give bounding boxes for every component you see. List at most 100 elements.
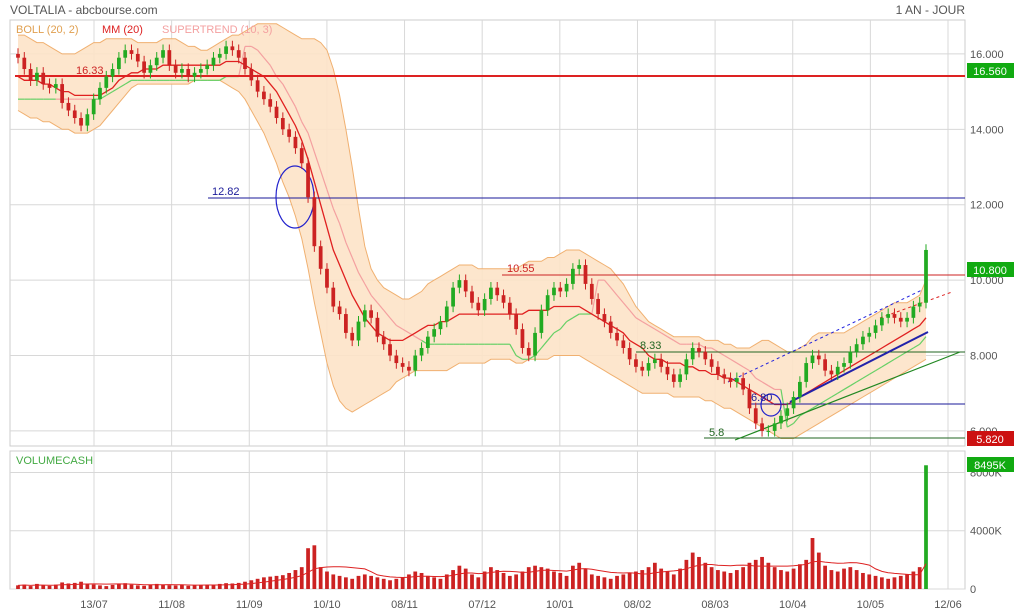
badge-volume: 8495K xyxy=(967,457,1014,472)
candle-body xyxy=(583,265,588,284)
volume-bar xyxy=(646,567,651,589)
candle-body xyxy=(299,148,304,164)
x-tick-label: 10/01 xyxy=(546,599,574,611)
volume-bar xyxy=(602,577,607,589)
supertrend-segment xyxy=(824,396,832,402)
supertrend-segment xyxy=(856,377,864,383)
volume-bar xyxy=(47,585,52,589)
candle-body xyxy=(734,378,739,382)
volume-tick-label: 0 xyxy=(970,584,976,596)
candle-body xyxy=(684,359,689,375)
candle-body xyxy=(539,310,544,333)
chart-title: VOLTALIA - abcbourse.com xyxy=(10,3,158,17)
supertrend-segment xyxy=(345,242,353,258)
supertrend-segment xyxy=(591,280,599,315)
candle-body xyxy=(400,363,405,367)
candle-body xyxy=(79,118,83,126)
candle-body xyxy=(381,336,386,345)
x-tick-label: 10/10 xyxy=(313,599,341,611)
candle-body xyxy=(810,355,815,364)
supertrend-segment xyxy=(622,302,631,311)
volume-bar xyxy=(823,565,827,589)
volume-bar xyxy=(123,583,128,589)
volume-bar xyxy=(772,567,777,589)
candle-body xyxy=(129,50,134,54)
volume-bar xyxy=(678,568,682,589)
supertrend-segment xyxy=(357,272,366,285)
candle-body xyxy=(526,347,531,356)
candle-body xyxy=(798,381,802,397)
volume-bar xyxy=(306,548,310,589)
volume-bar xyxy=(299,567,304,589)
candle-body xyxy=(161,50,165,58)
volume-bar xyxy=(533,565,537,589)
supertrend-segment xyxy=(843,385,851,390)
volume-bar xyxy=(60,582,65,589)
supertrend-segment xyxy=(862,373,870,379)
candle-body xyxy=(167,50,172,66)
candle-body xyxy=(85,114,90,126)
candle-body xyxy=(432,329,437,337)
volume-bar xyxy=(274,575,279,589)
supertrend-segment xyxy=(755,377,763,383)
candle-body xyxy=(804,363,809,382)
candle-body xyxy=(482,298,487,311)
volume-bar xyxy=(665,571,670,589)
volume-bar xyxy=(589,574,594,589)
price-tick-label: 14.000 xyxy=(970,124,1004,136)
supertrend-segment xyxy=(913,343,921,349)
supertrend-segment xyxy=(894,355,902,360)
volume-bar xyxy=(173,585,178,589)
supertrend-segment xyxy=(383,309,391,319)
volume-bar xyxy=(66,583,71,589)
volume-bar xyxy=(129,584,134,589)
supertrend-segment xyxy=(831,392,839,398)
volume-bar xyxy=(495,570,500,589)
volume-bar xyxy=(211,584,216,589)
supertrend-segment xyxy=(667,336,675,341)
supertrend-segment xyxy=(603,279,612,289)
volume-bar xyxy=(608,578,613,589)
volume-bar xyxy=(634,571,638,589)
candle-body xyxy=(98,87,102,100)
candle-body xyxy=(753,408,758,424)
volume-bar xyxy=(236,582,241,589)
supertrend-segment xyxy=(509,343,517,356)
volume-bar xyxy=(861,572,865,589)
supertrend-segment xyxy=(786,422,794,428)
supertrend-segment xyxy=(269,64,278,77)
volume-bar xyxy=(268,576,273,589)
candle-body xyxy=(558,287,563,292)
supertrend-segment xyxy=(887,358,895,364)
volume-bar xyxy=(886,578,891,589)
volume-bar xyxy=(621,574,626,589)
volume-bar xyxy=(489,567,493,589)
volume-bar xyxy=(898,575,903,589)
supertrend-segment xyxy=(742,366,750,372)
candle-body xyxy=(135,53,140,62)
x-tick-label: 13/07 xyxy=(80,599,108,611)
volume-average-line xyxy=(17,560,927,586)
volume-bar xyxy=(716,570,720,589)
legend-mm: MM (20) xyxy=(102,24,143,36)
candle-body xyxy=(457,280,462,288)
candle-body xyxy=(35,72,39,81)
volume-bar xyxy=(369,575,373,589)
volume-bar xyxy=(779,570,783,589)
trendline-green xyxy=(734,351,961,441)
supertrend-segment xyxy=(572,313,580,319)
volume-bar xyxy=(293,570,298,589)
candle-body xyxy=(224,46,228,54)
candle-body xyxy=(621,340,626,348)
volume-bar xyxy=(905,574,909,589)
volume-bar xyxy=(545,568,550,589)
volume-bar xyxy=(722,571,727,589)
volume-bar xyxy=(110,584,115,589)
candle-body xyxy=(293,136,298,149)
volume-bar xyxy=(350,578,355,589)
price-tick-label: 16.000 xyxy=(970,49,1004,61)
candle-body xyxy=(451,287,455,307)
volume-bar xyxy=(697,556,701,589)
candle-body xyxy=(545,295,550,311)
